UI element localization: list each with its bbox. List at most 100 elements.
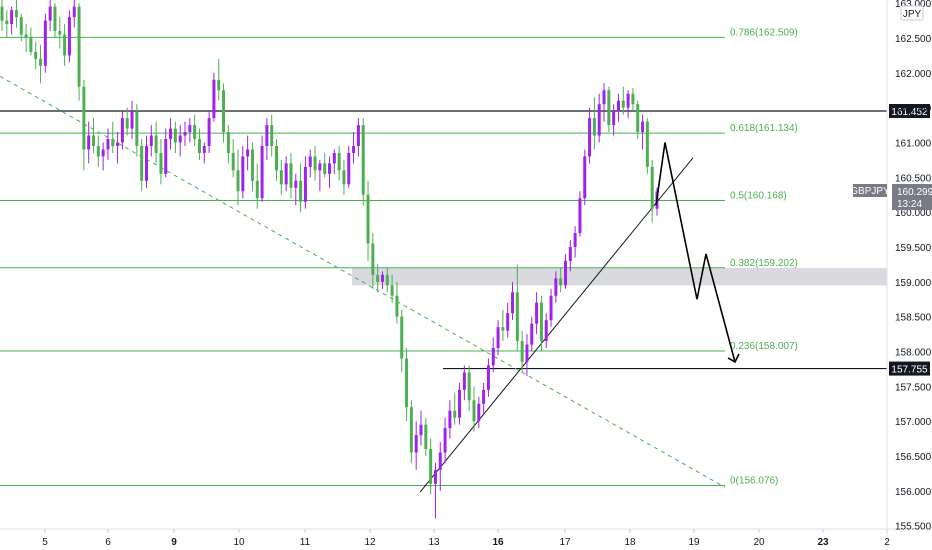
candle-body-85: [409, 407, 413, 453]
time-tick-label-6: 13: [428, 537, 440, 548]
candle-body-70: [337, 152, 341, 171]
candle-body-63: [303, 166, 307, 202]
candle-body-67: [323, 163, 327, 174]
candle-body-15: [72, 6, 76, 18]
candle-body-28: [135, 111, 139, 146]
price-tick-label-12: 157.000: [895, 417, 932, 428]
candle-body-99: [477, 403, 481, 422]
candle-body-43: [207, 118, 211, 146]
candle-body-79: [380, 274, 384, 282]
candle-body-124: [597, 104, 601, 136]
candle-body-109: [525, 344, 529, 362]
candle-body-87: [419, 424, 423, 436]
candle-body-10: [48, 6, 52, 21]
fib-level-label-1: 0.618(161.134): [730, 123, 798, 134]
price-tick-label-9: 158.500: [895, 313, 932, 324]
candle-body-16: [77, 6, 81, 87]
candle-body-4: [19, 17, 23, 35]
time-tick-label-12: 23: [817, 537, 829, 548]
candle-body-44: [212, 79, 216, 119]
fib-level-label-3: 0.382(159.202): [730, 258, 798, 269]
candle-body-53: [255, 180, 259, 199]
trendline-solid-1: [419, 157, 694, 493]
candle-body-98: [472, 400, 476, 422]
candle-body-105: [506, 313, 510, 331]
candle-body-2: [10, 10, 14, 25]
candle-body-31: [149, 135, 153, 146]
candle-body-1: [5, 20, 9, 25]
candle-body-41: [197, 139, 201, 153]
candle-body-126: [607, 90, 611, 126]
price-tick-label-7: 159.500: [895, 243, 932, 254]
fib-level-label-2: 0.5(160.168): [730, 190, 787, 201]
candle-body-95: [458, 389, 462, 418]
candle-body-36: [173, 128, 177, 143]
candle-body-6: [29, 38, 33, 52]
candle-body-52: [250, 149, 254, 181]
candle-body-64: [308, 156, 312, 167]
horizontal-level-value-0: 161.452: [891, 107, 928, 118]
candle-body-135: [650, 166, 654, 209]
candle-body-33: [159, 152, 163, 174]
candle-body-133: [641, 121, 645, 133]
price-tick-label-6: 160.000: [895, 208, 932, 219]
candle-body-47: [226, 132, 230, 153]
horizontal-level-badge-0: [889, 104, 930, 119]
price-tick-label-14: 156.000: [895, 487, 932, 498]
candle-body-34: [164, 139, 168, 174]
candle-body-0: [0, 6, 4, 21]
candle-body-38: [183, 132, 187, 136]
candle-body-30: [144, 145, 148, 181]
candle-body-46: [222, 90, 226, 133]
price-tick-label-5: 160.500: [895, 173, 932, 184]
projection-arrowhead: [727, 353, 740, 364]
trendline-dashed-0: [0, 75, 726, 488]
time-tick-label-9: 18: [624, 537, 636, 548]
candle-body-132: [636, 104, 640, 133]
candle-body-92: [443, 428, 447, 453]
candle-body-77: [371, 243, 375, 275]
candle-body-65: [313, 156, 317, 171]
candle-body-123: [592, 118, 596, 136]
time-tick-label-2: 9: [171, 537, 177, 548]
candle-body-115: [554, 278, 558, 296]
price-tick-label-11: 157.500: [895, 382, 932, 393]
candle-body-3: [14, 10, 18, 18]
resistance-zone: [352, 267, 887, 286]
candle-body-117: [563, 260, 567, 286]
candle-body-103: [496, 327, 500, 349]
candle-body-54: [260, 145, 264, 199]
candle-body-72: [347, 152, 351, 185]
candle-body-83: [400, 316, 404, 359]
candle-body-56: [270, 125, 274, 146]
candle-body-58: [279, 170, 283, 185]
projection-path: [655, 142, 736, 363]
candle-body-21: [101, 149, 105, 157]
candle-body-8: [39, 58, 43, 66]
time-tick-label-8: 17: [559, 537, 571, 548]
candle-body-19: [92, 135, 96, 146]
price-tick-label-10: 158.000: [895, 348, 932, 359]
candle-body-84: [405, 358, 409, 408]
candle-body-121: [583, 156, 587, 199]
fib-level-label-4: 0.236(158.007): [730, 341, 798, 352]
candle-body-88: [424, 424, 428, 450]
time-tick-label-11: 20: [753, 537, 765, 548]
candle-body-81: [390, 285, 394, 296]
fib-level-label-5: 0(156.076): [730, 476, 778, 487]
symbol-label: GBPJPY: [850, 186, 890, 197]
candle-body-55: [265, 125, 269, 146]
candle-body-25: [120, 118, 124, 143]
time-tick-label-7: 16: [492, 537, 504, 548]
candle-body-82: [395, 295, 399, 317]
price-tick-label-0: 163.000: [895, 0, 932, 10]
candle-body-110: [530, 323, 534, 345]
currency-badge: [900, 5, 924, 21]
candle-body-89: [429, 449, 433, 484]
candle-body-119: [573, 233, 577, 247]
horizontal-level-value-1: 157.755: [891, 365, 928, 376]
candle-body-106: [511, 292, 515, 314]
candle-body-48: [231, 152, 235, 171]
candle-body-20: [96, 145, 100, 157]
